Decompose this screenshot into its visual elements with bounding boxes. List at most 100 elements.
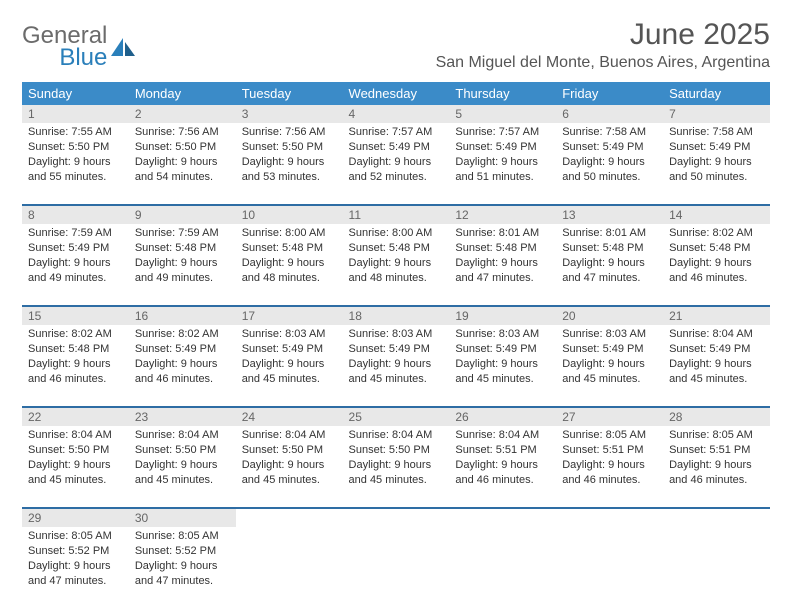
day-header: Thursday (449, 82, 556, 105)
day-details: Sunrise: 8:01 AMSunset: 5:48 PMDaylight:… (449, 224, 556, 291)
daylight-line: Daylight: 9 hours and 45 minutes. (135, 458, 230, 488)
day-cell: Sunrise: 7:56 AMSunset: 5:50 PMDaylight:… (236, 123, 343, 205)
day-cell: Sunrise: 8:04 AMSunset: 5:50 PMDaylight:… (236, 426, 343, 508)
sunrise-line: Sunrise: 7:58 AM (562, 125, 657, 140)
day-details: Sunrise: 8:05 AMSunset: 5:52 PMDaylight:… (129, 527, 236, 594)
day-cell: Sunrise: 8:04 AMSunset: 5:50 PMDaylight:… (129, 426, 236, 508)
day-number: 14 (663, 205, 770, 224)
sunset-line: Sunset: 5:49 PM (669, 342, 764, 357)
day-number: 20 (556, 306, 663, 325)
day-cell: Sunrise: 8:05 AMSunset: 5:52 PMDaylight:… (129, 527, 236, 609)
sunrise-line: Sunrise: 7:56 AM (135, 125, 230, 140)
sunrise-line: Sunrise: 7:57 AM (455, 125, 550, 140)
daylight-line: Daylight: 9 hours and 50 minutes. (562, 155, 657, 185)
sunrise-line: Sunrise: 8:01 AM (562, 226, 657, 241)
day-cell: Sunrise: 8:03 AMSunset: 5:49 PMDaylight:… (556, 325, 663, 407)
day-cell (343, 527, 450, 609)
daylight-line: Daylight: 9 hours and 45 minutes. (455, 357, 550, 387)
sunrise-line: Sunrise: 8:03 AM (562, 327, 657, 342)
day-details: Sunrise: 8:03 AMSunset: 5:49 PMDaylight:… (236, 325, 343, 392)
daylight-line: Daylight: 9 hours and 45 minutes. (242, 357, 337, 387)
day-number: 1 (22, 105, 129, 123)
daylight-line: Daylight: 9 hours and 47 minutes. (455, 256, 550, 286)
sunrise-line: Sunrise: 8:02 AM (28, 327, 123, 342)
day-details: Sunrise: 8:00 AMSunset: 5:48 PMDaylight:… (236, 224, 343, 291)
day-cell: Sunrise: 7:59 AMSunset: 5:49 PMDaylight:… (22, 224, 129, 306)
sunset-line: Sunset: 5:49 PM (28, 241, 123, 256)
day-cell: Sunrise: 7:57 AMSunset: 5:49 PMDaylight:… (449, 123, 556, 205)
day-number: 23 (129, 407, 236, 426)
sunset-line: Sunset: 5:49 PM (349, 342, 444, 357)
day-cell (236, 527, 343, 609)
daylight-line: Daylight: 9 hours and 46 minutes. (669, 256, 764, 286)
day-number: 4 (343, 105, 450, 123)
day-details: Sunrise: 8:03 AMSunset: 5:49 PMDaylight:… (556, 325, 663, 392)
calendar-table: SundayMondayTuesdayWednesdayThursdayFrid… (22, 82, 770, 609)
day-details: Sunrise: 8:04 AMSunset: 5:50 PMDaylight:… (129, 426, 236, 493)
week-daynum-row: 891011121314 (22, 205, 770, 224)
day-details: Sunrise: 8:00 AMSunset: 5:48 PMDaylight:… (343, 224, 450, 291)
day-number: 15 (22, 306, 129, 325)
sunrise-line: Sunrise: 8:04 AM (455, 428, 550, 443)
daylight-line: Daylight: 9 hours and 55 minutes. (28, 155, 123, 185)
day-details: Sunrise: 8:04 AMSunset: 5:51 PMDaylight:… (449, 426, 556, 493)
daylight-line: Daylight: 9 hours and 46 minutes. (669, 458, 764, 488)
week-body-row: Sunrise: 8:02 AMSunset: 5:48 PMDaylight:… (22, 325, 770, 407)
day-details: Sunrise: 7:58 AMSunset: 5:49 PMDaylight:… (556, 123, 663, 190)
day-number: 7 (663, 105, 770, 123)
sunset-line: Sunset: 5:48 PM (135, 241, 230, 256)
day-details: Sunrise: 8:05 AMSunset: 5:52 PMDaylight:… (22, 527, 129, 594)
week-daynum-row: 2930 (22, 508, 770, 527)
day-number: 17 (236, 306, 343, 325)
sunset-line: Sunset: 5:48 PM (562, 241, 657, 256)
day-details: Sunrise: 7:59 AMSunset: 5:48 PMDaylight:… (129, 224, 236, 291)
day-cell: Sunrise: 8:05 AMSunset: 5:52 PMDaylight:… (22, 527, 129, 609)
daylight-line: Daylight: 9 hours and 54 minutes. (135, 155, 230, 185)
day-cell: Sunrise: 8:04 AMSunset: 5:50 PMDaylight:… (22, 426, 129, 508)
day-cell: Sunrise: 7:58 AMSunset: 5:49 PMDaylight:… (663, 123, 770, 205)
day-number (449, 508, 556, 527)
sunrise-line: Sunrise: 8:03 AM (455, 327, 550, 342)
sunrise-line: Sunrise: 8:05 AM (135, 529, 230, 544)
day-details: Sunrise: 8:03 AMSunset: 5:49 PMDaylight:… (343, 325, 450, 392)
sunset-line: Sunset: 5:49 PM (669, 140, 764, 155)
daylight-line: Daylight: 9 hours and 47 minutes. (562, 256, 657, 286)
day-number: 13 (556, 205, 663, 224)
day-cell: Sunrise: 8:00 AMSunset: 5:48 PMDaylight:… (236, 224, 343, 306)
day-cell: Sunrise: 8:01 AMSunset: 5:48 PMDaylight:… (556, 224, 663, 306)
day-details: Sunrise: 8:02 AMSunset: 5:48 PMDaylight:… (22, 325, 129, 392)
day-cell: Sunrise: 8:04 AMSunset: 5:49 PMDaylight:… (663, 325, 770, 407)
day-details: Sunrise: 7:56 AMSunset: 5:50 PMDaylight:… (236, 123, 343, 190)
day-cell: Sunrise: 8:03 AMSunset: 5:49 PMDaylight:… (449, 325, 556, 407)
day-number: 5 (449, 105, 556, 123)
day-number: 10 (236, 205, 343, 224)
day-cell (556, 527, 663, 609)
logo-sail-icon (111, 36, 139, 60)
day-number: 29 (22, 508, 129, 527)
location: San Miguel del Monte, Buenos Aires, Arge… (436, 54, 770, 72)
day-header: Saturday (663, 82, 770, 105)
day-cell: Sunrise: 7:59 AMSunset: 5:48 PMDaylight:… (129, 224, 236, 306)
day-details: Sunrise: 7:55 AMSunset: 5:50 PMDaylight:… (22, 123, 129, 190)
day-number: 18 (343, 306, 450, 325)
sunrise-line: Sunrise: 8:04 AM (28, 428, 123, 443)
daylight-line: Daylight: 9 hours and 46 minutes. (562, 458, 657, 488)
day-details: Sunrise: 8:04 AMSunset: 5:49 PMDaylight:… (663, 325, 770, 392)
day-cell: Sunrise: 8:02 AMSunset: 5:48 PMDaylight:… (663, 224, 770, 306)
sunrise-line: Sunrise: 7:57 AM (349, 125, 444, 140)
week-daynum-row: 22232425262728 (22, 407, 770, 426)
day-number (556, 508, 663, 527)
day-number: 11 (343, 205, 450, 224)
day-details: Sunrise: 8:04 AMSunset: 5:50 PMDaylight:… (22, 426, 129, 493)
day-cell: Sunrise: 8:05 AMSunset: 5:51 PMDaylight:… (556, 426, 663, 508)
day-header-row: SundayMondayTuesdayWednesdayThursdayFrid… (22, 82, 770, 105)
day-header: Wednesday (343, 82, 450, 105)
daylight-line: Daylight: 9 hours and 45 minutes. (349, 458, 444, 488)
day-number: 8 (22, 205, 129, 224)
sunset-line: Sunset: 5:50 PM (28, 140, 123, 155)
day-number: 3 (236, 105, 343, 123)
day-header: Friday (556, 82, 663, 105)
sunrise-line: Sunrise: 7:58 AM (669, 125, 764, 140)
sunrise-line: Sunrise: 8:00 AM (349, 226, 444, 241)
day-cell (663, 527, 770, 609)
